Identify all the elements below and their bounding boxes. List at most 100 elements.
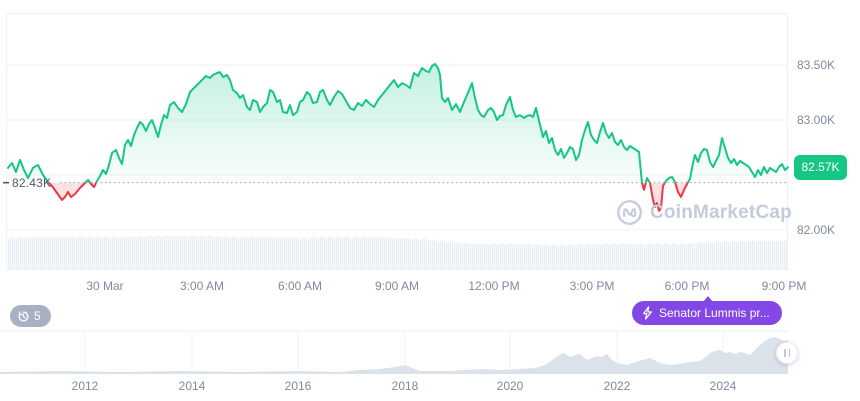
- x-axis-tick: 9:00 PM: [761, 279, 807, 293]
- volume-bar: [664, 243, 666, 270]
- volume-bar: [328, 237, 330, 270]
- volume-bar: [470, 243, 472, 270]
- volume-bar: [388, 237, 390, 270]
- year-label: 2012: [71, 379, 99, 393]
- volume-bar: [244, 236, 246, 270]
- volume-bar: [294, 237, 296, 270]
- volume-bar: [356, 236, 358, 270]
- volume-bar: [82, 237, 84, 270]
- x-axis-tick: 6:00 PM: [664, 279, 710, 293]
- volume-bar: [390, 237, 392, 270]
- y-axis-label: 82.00K: [797, 222, 836, 237]
- year-label: 2024: [709, 379, 737, 393]
- volume-bar: [120, 237, 122, 270]
- volume-bar: [672, 243, 674, 270]
- volume-bar: [766, 241, 768, 270]
- volume-bar: [606, 243, 608, 270]
- volume-bar: [440, 240, 442, 270]
- volume-bar: [464, 243, 466, 270]
- volume-bar: [434, 240, 436, 270]
- volume-bar: [582, 244, 584, 270]
- volume-bar: [58, 237, 60, 270]
- volume-bar: [230, 237, 232, 270]
- volume-bar: [326, 238, 328, 270]
- history-badge[interactable]: 5: [5, 305, 51, 327]
- volume-bar: [100, 237, 102, 270]
- volume-bar: [124, 236, 126, 270]
- history-badge-tail: [5, 312, 18, 325]
- volume-bar: [162, 237, 164, 270]
- volume-bar: [332, 237, 334, 270]
- volume-bar: [128, 237, 130, 270]
- volume-bar: [212, 237, 214, 270]
- volume-bar: [724, 241, 726, 270]
- volume-bar: [566, 245, 568, 270]
- volume-bar: [36, 236, 38, 270]
- volume-bar: [502, 243, 504, 270]
- volume-bar: [190, 235, 192, 270]
- volume-bar: [116, 236, 118, 270]
- volume-bar: [544, 243, 546, 270]
- volume-bar: [312, 237, 314, 270]
- volume-bar: [712, 243, 714, 270]
- volume-bar: [756, 241, 758, 270]
- volume-bar: [414, 238, 416, 270]
- volume-bar: [400, 238, 402, 270]
- volume-bar: [702, 243, 704, 270]
- volume-bar: [654, 244, 656, 270]
- volume-bar: [146, 236, 148, 270]
- volume-bar: [376, 238, 378, 270]
- x-axis-tick: 3:00 AM: [179, 279, 225, 293]
- volume-bar: [526, 243, 528, 270]
- price-chart-canvas[interactable]: [0, 0, 860, 300]
- volume-bar: [178, 236, 180, 270]
- volume-bar: [48, 237, 50, 270]
- volume-bar: [272, 238, 274, 270]
- volume-bar: [78, 236, 80, 270]
- volume-bar: [416, 238, 418, 270]
- volume-bar: [574, 245, 576, 270]
- volume-bar: [236, 236, 238, 270]
- navigator-handle[interactable]: [776, 342, 798, 364]
- volume-bar: [734, 240, 736, 270]
- volume-bar: [70, 236, 72, 270]
- volume-bar: [444, 241, 446, 270]
- volume-bar: [12, 237, 14, 270]
- volume-bar: [568, 244, 570, 270]
- volume-bar: [24, 238, 26, 270]
- volume-bar: [314, 237, 316, 270]
- volume-bar: [764, 241, 766, 270]
- volume-bar: [30, 237, 32, 270]
- volume-bar: [138, 236, 140, 270]
- volume-bar: [306, 238, 308, 270]
- volume-bar: [90, 236, 92, 270]
- volume-bar: [722, 242, 724, 270]
- volume-bar: [720, 242, 722, 270]
- volume-bar: [374, 237, 376, 270]
- volume-bar: [668, 244, 670, 270]
- volume-bar: [398, 237, 400, 270]
- volume-bar: [590, 244, 592, 270]
- volume-bar: [384, 238, 386, 270]
- price-line-up: [7, 63, 789, 183]
- volume-bar: [386, 238, 388, 270]
- volume-bar: [530, 244, 532, 270]
- history-clock-icon: [18, 310, 29, 321]
- x-axis-tick: 3:00 PM: [569, 279, 615, 293]
- volume-bar: [246, 237, 248, 270]
- volume-bar: [622, 243, 624, 270]
- open-price-label: 82.43K: [12, 175, 52, 190]
- timeline-navigator[interactable]: [0, 325, 860, 401]
- volume-bar: [164, 236, 166, 270]
- volume-bar: [542, 244, 544, 270]
- volume-bar: [714, 242, 716, 270]
- volume-bar: [658, 243, 660, 270]
- news-badge[interactable]: Senator Lummis pr...: [632, 296, 782, 325]
- volume-bar: [42, 237, 44, 270]
- volume-bar: [254, 237, 256, 270]
- volume-bar: [488, 244, 490, 270]
- volume-bar: [218, 235, 220, 270]
- volume-bar: [750, 240, 752, 270]
- x-axis-tick: 9:00 AM: [374, 279, 420, 293]
- history-count: 5: [34, 309, 41, 323]
